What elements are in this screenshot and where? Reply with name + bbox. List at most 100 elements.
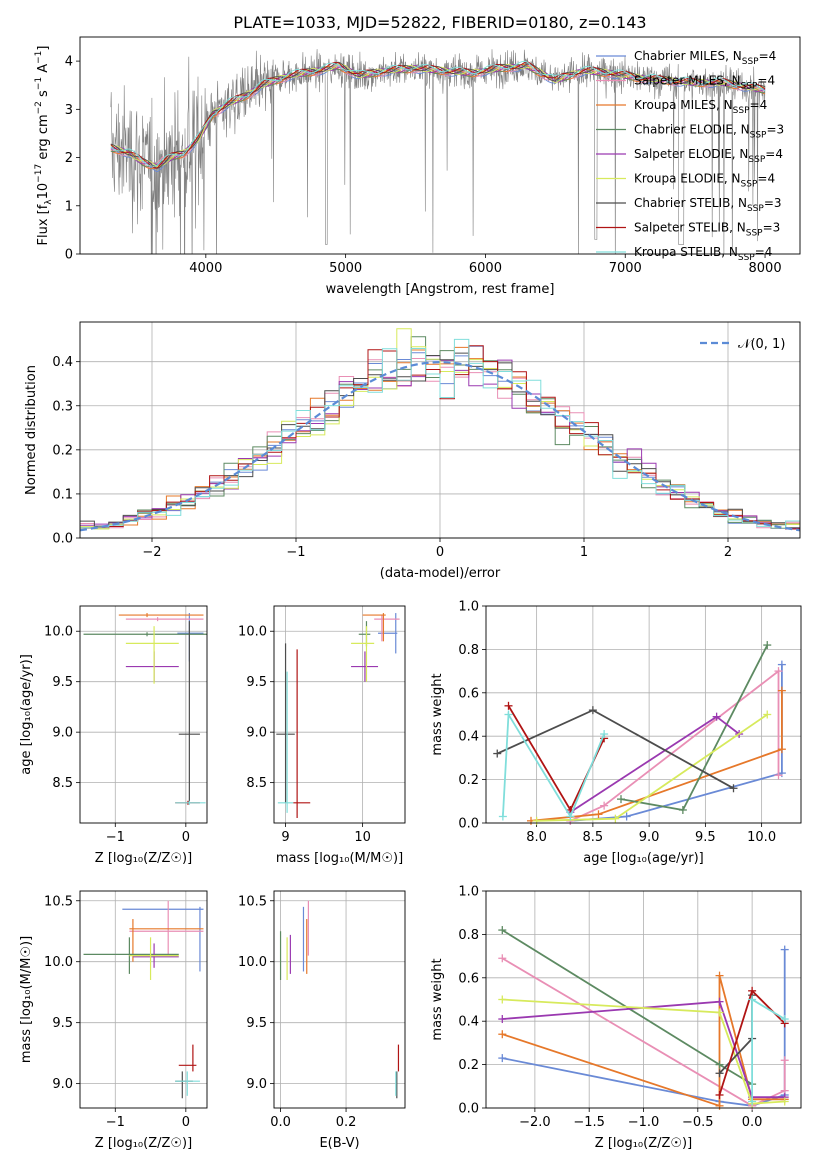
- weight-point-marker: [715, 1069, 724, 1078]
- errorbar-point: [129, 937, 179, 980]
- x-tick-label: 10: [354, 830, 371, 845]
- weight-point-marker: [774, 667, 783, 676]
- legend-text: Kroupa STELIB, N: [634, 245, 738, 259]
- y-tick-label: 9.0: [52, 726, 73, 741]
- y-axis-label-part: 10: [36, 183, 51, 200]
- y-tick-label: 10.5: [238, 894, 267, 909]
- errorbar-point: [177, 613, 204, 662]
- errorbar-point: [362, 613, 386, 642]
- y-tick-label: 0.4: [52, 355, 73, 370]
- x-tick-label: 0.0: [742, 1115, 763, 1130]
- legend-text: Salpeter STELIB, N: [634, 221, 746, 235]
- legend-entry: Kroupa MILES, NSSP=4: [634, 98, 767, 116]
- weight-point-marker: [504, 710, 513, 719]
- y-tick-label: 1: [65, 199, 73, 214]
- errorbar-point: [122, 906, 204, 972]
- x-axis-label: mass [log₁₀(M/M☉)]: [276, 851, 403, 866]
- x-tick-label: 9.5: [695, 830, 716, 845]
- x-tick-label: 8.0: [526, 830, 547, 845]
- x-tick-label: 8.5: [583, 830, 604, 845]
- weight-point-marker: [748, 1097, 757, 1106]
- y-tick-label: 1.0: [458, 885, 479, 900]
- y-tick-label: 4: [65, 55, 73, 70]
- errorbar-point: [118, 613, 204, 618]
- y-tick-label: 0.2: [458, 773, 479, 788]
- y-axis-label-part: ]: [36, 46, 51, 51]
- legend-sub: SSP: [738, 253, 755, 263]
- errorbar-point: [83, 632, 207, 637]
- y-tick-label: 0.2: [52, 443, 73, 458]
- legend-text: =4: [765, 147, 783, 161]
- weight-series-line: [569, 715, 740, 813]
- y-axis-label: mass weight: [430, 958, 445, 1040]
- y-tick-label: 0.8: [458, 643, 479, 658]
- x-tick-label: 0.0: [270, 1115, 291, 1130]
- legend-sub: SSP: [741, 82, 758, 92]
- y-tick-label: 0: [65, 248, 73, 263]
- weight-point-marker: [715, 1090, 724, 1099]
- errorbar-point: [125, 651, 179, 682]
- y-tick-label: 10.0: [238, 955, 267, 970]
- legend-text: =3: [763, 221, 781, 235]
- y-tick-label: 9.0: [52, 1077, 73, 1092]
- weight-series-line: [502, 711, 605, 819]
- weight-point-marker: [493, 749, 502, 758]
- y-tick-label: 0.3: [52, 399, 73, 414]
- y-axis-label-part: Flux [f: [36, 204, 51, 245]
- legend-text: =3: [766, 123, 784, 137]
- weight-point-marker: [715, 971, 724, 980]
- legend-text: Salpeter MILES, N: [634, 74, 741, 88]
- weight-point-marker: [617, 795, 625, 804]
- weight-point-marker: [777, 660, 786, 669]
- weight-point-marker: [498, 926, 507, 935]
- weight-point-marker: [777, 686, 786, 695]
- weight_vs_age-frame: [485, 605, 802, 824]
- x-tick-label: −1.5: [573, 1115, 605, 1130]
- legend-text: =4: [755, 245, 773, 259]
- y-tick-label: 8.5: [246, 776, 267, 791]
- weight-point-marker: [780, 1056, 789, 1065]
- y-tick-label: 10.0: [238, 625, 267, 640]
- y-tick-label: 9.5: [52, 675, 73, 690]
- weight-point-marker: [504, 701, 513, 710]
- legend-entry: Salpeter MILES, NSSP=4: [634, 74, 775, 92]
- legend-text: Chabrier ELODIE, N: [634, 123, 750, 137]
- errorbar-point: [125, 626, 179, 684]
- weight-point-marker: [600, 801, 609, 810]
- y-axis-label: Flux [fλ10−17 erg cm−2 s−1 A−1]: [34, 46, 54, 246]
- weight-point-marker: [588, 706, 597, 715]
- x-tick-label: 0: [436, 545, 444, 560]
- weight-series-line: [530, 690, 783, 822]
- x-tick-label: 0: [182, 830, 190, 845]
- x-axis-label: wavelength [Angstrom, rest frame]: [326, 282, 555, 297]
- weight-point-marker: [780, 945, 789, 954]
- y-tick-label: 1.0: [458, 600, 479, 615]
- legend-entry: Chabrier MILES, NSSP=4: [634, 49, 776, 67]
- y-tick-label: 3: [65, 103, 73, 118]
- x-tick-label: −2: [142, 545, 161, 560]
- weight-point-marker: [763, 641, 772, 650]
- y-tick-label: 10.0: [44, 955, 73, 970]
- age_vs_Z-axes: −1 0 8.5 9.0 9.5 10.0 Z [log₁₀(Z/Z☉)] age [log₁…: [19, 606, 207, 866]
- weight-series-line: [751, 997, 786, 1102]
- y-axis-label-part: −1: [34, 51, 44, 64]
- x-tick-label: 0: [182, 1115, 190, 1130]
- errorbar-point: [175, 800, 206, 805]
- legend-sub: SSP: [733, 106, 750, 116]
- errorbar-point: [378, 613, 398, 654]
- y-tick-label: 9.0: [246, 1077, 267, 1092]
- histogram-series: [80, 338, 800, 529]
- y-tick-label: 0.6: [458, 971, 479, 986]
- weight-point-marker: [715, 1101, 724, 1110]
- y-tick-label: 9.0: [246, 726, 267, 741]
- spectrum-model-line: [110, 63, 766, 167]
- errorbar-point: [293, 649, 311, 818]
- errorbar-point: [175, 1071, 200, 1096]
- weight-point-marker: [498, 995, 507, 1004]
- x-tick-label: 10.0: [747, 830, 776, 845]
- legend-entry: Salpeter STELIB, NSSP=3: [634, 221, 780, 239]
- legend-entry: Chabrier ELODIE, NSSP=3: [634, 123, 784, 141]
- y-axis-label-part: −2: [34, 101, 44, 114]
- spectrum-data-line: [110, 49, 766, 254]
